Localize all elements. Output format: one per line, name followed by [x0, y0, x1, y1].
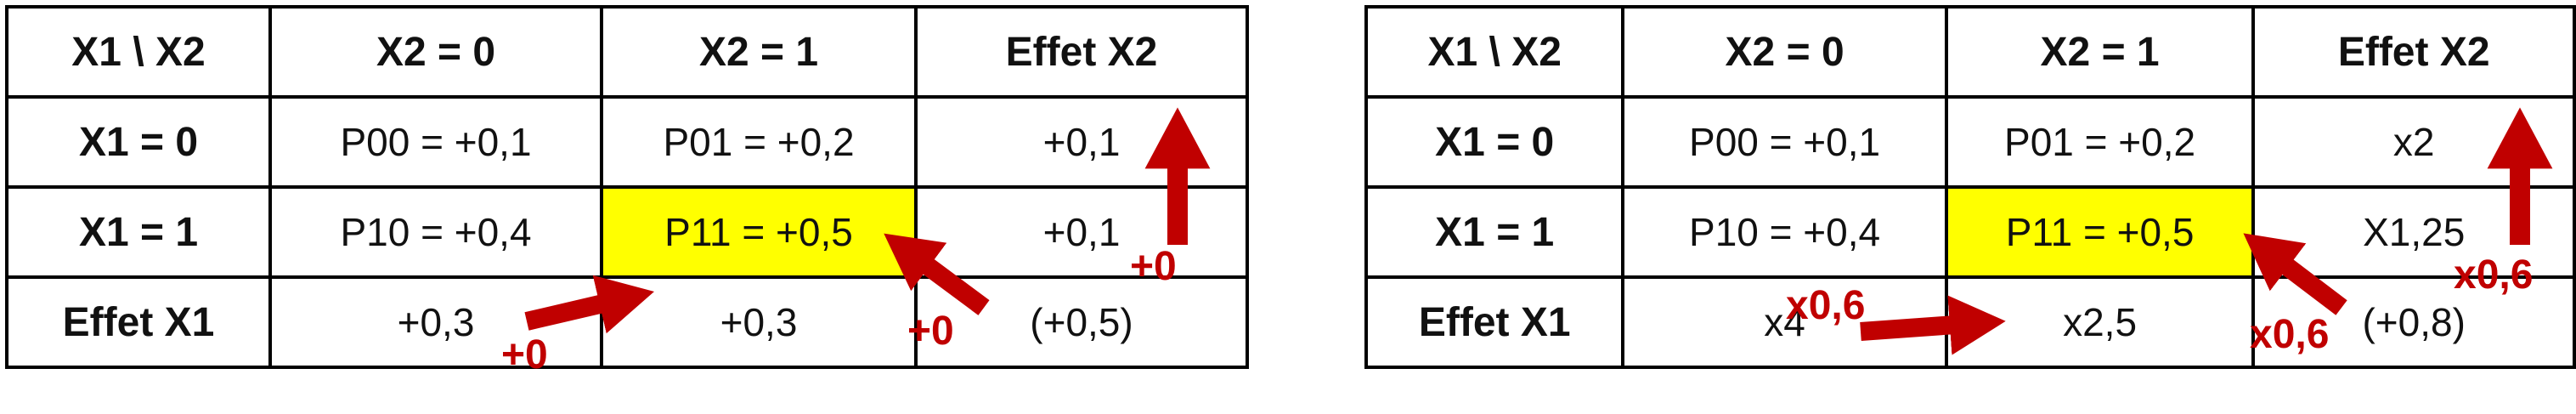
- cell-interaction-total: (+0,5): [914, 275, 1249, 369]
- effet-x2-change-label: x0,6: [2454, 252, 2534, 298]
- interaction-change-label: x0,6: [2250, 312, 2330, 357]
- cell-p11-highlighted: P11 = +0,5: [600, 185, 918, 279]
- cell-effet-x2-row0: x2: [2251, 95, 2576, 189]
- cell-p00: P00 = +0,1: [268, 95, 603, 189]
- cell-effet-x1-col0: x4: [1621, 275, 1948, 369]
- column-header-x2-1: X2 = 1: [600, 5, 918, 99]
- table-header-row: X1 \ X2 X2 = 0 X2 = 1 Effet X2: [5, 5, 1249, 99]
- cell-p01: P01 = +0,2: [600, 95, 918, 189]
- cell-p00: P00 = +0,1: [1621, 95, 1948, 189]
- row-header-x1-0: X1 = 0: [1364, 95, 1625, 189]
- row-header-effet-x1: Effet X1: [5, 275, 272, 369]
- interaction-change-label: +0: [907, 309, 954, 354]
- table-header-row: X1 \ X2 X2 = 0 X2 = 1 Effet X2: [1364, 5, 2576, 99]
- table-row: X1 = 0 P00 = +0,1 P01 = +0,2 +0,1: [5, 95, 1249, 189]
- cell-effet-x2-row1: +0,1: [914, 185, 1249, 279]
- cell-p11-highlighted: P11 = +0,5: [1944, 185, 2256, 279]
- column-header-effet-x2: Effet X2: [914, 5, 1249, 99]
- corner-header: X1 \ X2: [5, 5, 272, 99]
- table-row: X1 = 1 P10 = +0,4 P11 = +0,5 X1,25: [1364, 185, 2576, 279]
- table-row: X1 = 1 P10 = +0,4 P11 = +0,5 +0,1: [5, 185, 1249, 279]
- multiplicative-effects-table: X1 \ X2 X2 = 0 X2 = 1 Effet X2 X1 = 0 P0…: [1364, 5, 2576, 369]
- table-row: X1 = 0 P00 = +0,1 P01 = +0,2 x2: [1364, 95, 2576, 189]
- row-header-x1-1: X1 = 1: [1364, 185, 1625, 279]
- column-header-x2-0: X2 = 0: [1621, 5, 1948, 99]
- cell-p10: P10 = +0,4: [1621, 185, 1948, 279]
- column-header-x2-0: X2 = 0: [268, 5, 603, 99]
- row-header-x1-0: X1 = 0: [5, 95, 272, 189]
- column-header-effet-x2: Effet X2: [2251, 5, 2576, 99]
- additive-effects-table: X1 \ X2 X2 = 0 X2 = 1 Effet X2 X1 = 0 P0…: [5, 5, 1249, 369]
- column-header-x2-1: X2 = 1: [1944, 5, 2256, 99]
- cell-effet-x1-col1: x2,5: [1944, 275, 2256, 369]
- effet-x1-change-label: x0,6: [1786, 283, 1866, 328]
- cell-p01: P01 = +0,2: [1944, 95, 2256, 189]
- effet-x2-change-label: +0: [1130, 244, 1177, 289]
- effet-x1-change-label: +0: [501, 332, 548, 377]
- table-row: Effet X1 +0,3 +0,3 (+0,5): [5, 275, 1249, 369]
- cell-effet-x1-col1: +0,3: [600, 275, 918, 369]
- corner-header: X1 \ X2: [1364, 5, 1625, 99]
- cell-effet-x1-col0: +0,3: [268, 275, 603, 369]
- cell-p10: P10 = +0,4: [268, 185, 603, 279]
- cell-effet-x2-row0: +0,1: [914, 95, 1249, 189]
- row-header-x1-1: X1 = 1: [5, 185, 272, 279]
- table-row: Effet X1 x4 x2,5 (+0,8): [1364, 275, 2576, 369]
- row-header-effet-x1: Effet X1: [1364, 275, 1625, 369]
